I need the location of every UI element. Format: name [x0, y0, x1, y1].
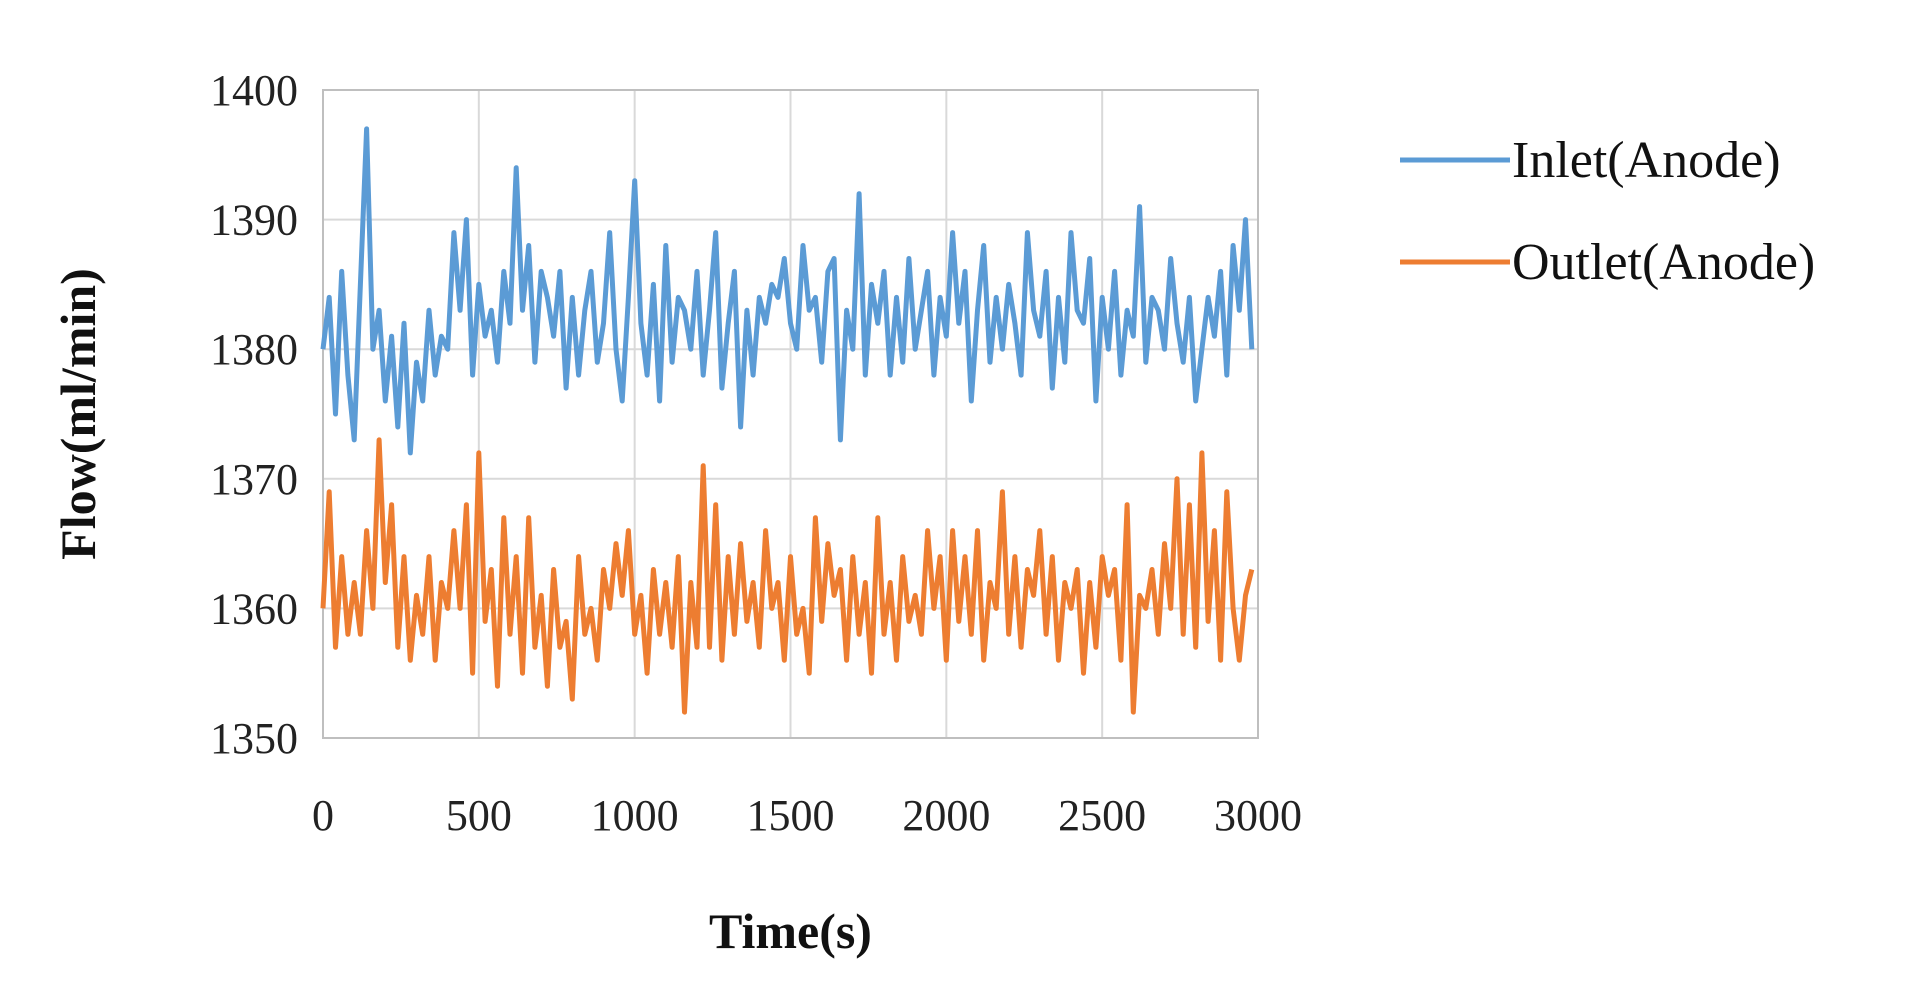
y-tick-label: 1370: [210, 455, 298, 504]
legend-item: Inlet(Anode): [1400, 132, 1781, 189]
legend-label: Outlet(Anode): [1512, 234, 1815, 291]
series-layer: [320, 126, 1255, 715]
x-axis-tick-labels: 0 500 1000 1500 2000 2500 3000: [312, 791, 1302, 840]
x-tick-label: 1500: [747, 791, 835, 840]
y-tick-label: 1390: [210, 196, 298, 245]
x-tick-label: 0: [312, 791, 334, 840]
y-tick-label: 1360: [210, 584, 298, 633]
series-line-outlet: [320, 437, 1255, 715]
legend: Inlet(Anode) Outlet(Anode): [1400, 132, 1815, 291]
x-tick-label: 2000: [902, 791, 990, 840]
y-tick-label: 1400: [210, 66, 298, 115]
x-tick-label: 500: [446, 791, 512, 840]
x-tick-label: 3000: [1214, 791, 1302, 840]
y-tick-label: 1380: [210, 325, 298, 374]
legend-item: Outlet(Anode): [1400, 234, 1815, 291]
x-tick-label: 1000: [591, 791, 679, 840]
y-tick-label: 1350: [210, 714, 298, 763]
plot-area: [322, 89, 1259, 739]
legend-label: Inlet(Anode): [1512, 132, 1781, 189]
y-axis-tick-labels: 1350 1360 1370 1380 1390 1400: [210, 66, 298, 763]
x-tick-label: 2500: [1058, 791, 1146, 840]
x-axis-title: Time(s): [709, 903, 872, 959]
y-axis-title: Flow(ml/min): [50, 268, 106, 560]
series-line-inlet: [320, 126, 1255, 456]
